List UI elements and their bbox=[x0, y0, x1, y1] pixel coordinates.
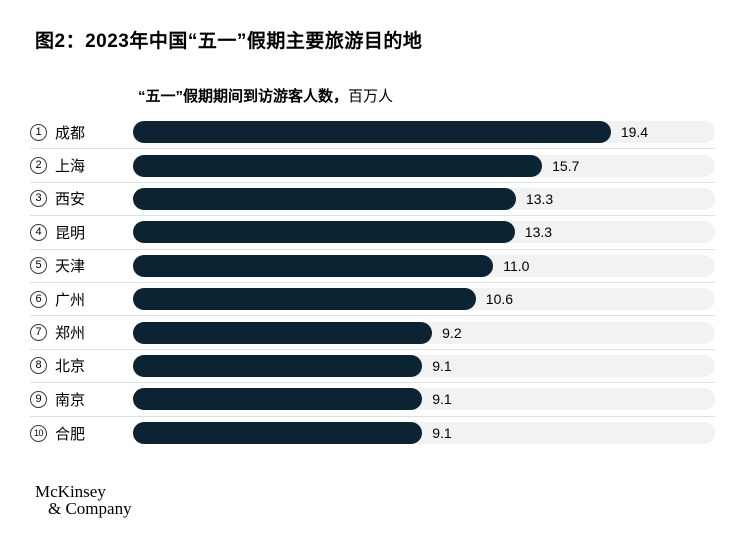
bar bbox=[133, 221, 515, 244]
chart-row: 2 上海 15.7 bbox=[30, 149, 715, 183]
value-label: 19.4 bbox=[620, 124, 649, 141]
rank-badge: 8 bbox=[30, 357, 47, 375]
city-name: 成都 bbox=[55, 125, 86, 142]
bar-track: 9.1 bbox=[133, 422, 715, 445]
axis-unit: 百万人 bbox=[348, 88, 394, 105]
axis-label-text: “五一”假期期间到访游客人数， bbox=[138, 88, 349, 105]
chart-row: 10 合肥 9.1 bbox=[30, 417, 715, 450]
category-label: 3 西安 bbox=[30, 188, 133, 209]
city-name: 上海 bbox=[55, 159, 86, 176]
value-label: 9.1 bbox=[432, 391, 452, 408]
category-label: 10 合肥 bbox=[30, 423, 133, 444]
bar bbox=[133, 321, 433, 344]
bar-track: 13.3 bbox=[133, 221, 715, 244]
bar bbox=[133, 254, 494, 277]
bar-track: 11.0 bbox=[133, 254, 715, 277]
bar-track: 9.1 bbox=[133, 354, 715, 377]
bar bbox=[133, 422, 423, 445]
bar-track: 9.2 bbox=[133, 321, 715, 344]
rank-badge: 7 bbox=[30, 324, 47, 342]
chart-row: 3 西安 13.3 bbox=[30, 183, 715, 217]
bar-track: 9.1 bbox=[133, 388, 715, 411]
axis-label: “五一”假期期间到访游客人数，百万人 bbox=[138, 85, 393, 106]
bar-track: 15.7 bbox=[133, 154, 715, 177]
logo-line-2: & Company bbox=[48, 499, 132, 518]
city-name: 南京 bbox=[55, 392, 86, 409]
rank-badge: 9 bbox=[30, 390, 47, 408]
city-name: 天津 bbox=[55, 259, 86, 276]
value-label: 9.1 bbox=[432, 425, 452, 442]
mckinsey-logo: McKinsey & Company bbox=[35, 483, 132, 517]
city-name: 昆明 bbox=[55, 225, 86, 242]
bar bbox=[133, 388, 423, 411]
rank-badge: 1 bbox=[30, 123, 47, 141]
bar bbox=[133, 354, 423, 377]
chart-row: 8 北京 9.1 bbox=[30, 350, 715, 384]
rank-badge: 6 bbox=[30, 290, 47, 308]
rank-badge: 3 bbox=[30, 190, 47, 208]
category-label: 4 昆明 bbox=[30, 222, 133, 243]
value-label: 15.7 bbox=[552, 157, 580, 174]
value-label: 11.0 bbox=[503, 257, 530, 274]
city-name: 广州 bbox=[55, 292, 86, 309]
bar bbox=[133, 288, 476, 311]
rank-badge: 10 bbox=[30, 424, 47, 442]
category-label: 7 郑州 bbox=[30, 322, 133, 343]
category-label: 6 广州 bbox=[30, 289, 133, 310]
value-label: 10.6 bbox=[485, 291, 514, 308]
chart-row: 4 昆明 13.3 bbox=[30, 216, 715, 250]
figure-title: 图2：2023年中国“五一”假期主要旅游目的地 bbox=[35, 31, 423, 52]
category-label: 8 北京 bbox=[30, 355, 133, 376]
city-name: 合肥 bbox=[55, 426, 86, 443]
chart-row: 1 成都 19.4 bbox=[30, 116, 715, 150]
category-label: 9 南京 bbox=[30, 389, 133, 410]
bar bbox=[133, 187, 516, 210]
city-name: 西安 bbox=[55, 192, 86, 209]
rank-badge: 5 bbox=[30, 257, 47, 275]
logo-line-1: McKinsey bbox=[35, 482, 106, 501]
bar bbox=[133, 121, 611, 144]
bar bbox=[133, 154, 543, 177]
bar-track: 10.6 bbox=[133, 288, 715, 311]
rank-badge: 2 bbox=[30, 157, 47, 175]
category-label: 2 上海 bbox=[30, 155, 133, 176]
value-label: 9.2 bbox=[442, 324, 462, 341]
category-label: 5 天津 bbox=[30, 255, 133, 276]
chart-row: 6 广州 10.6 bbox=[30, 283, 715, 317]
value-label: 13.3 bbox=[525, 190, 554, 207]
bar-chart: 1 成都 19.4 2 上海 15.7 3 西安 13.3 4 昆明 bbox=[30, 116, 715, 450]
value-label: 13.3 bbox=[524, 224, 553, 241]
city-name: 北京 bbox=[55, 359, 86, 376]
chart-row: 9 南京 9.1 bbox=[30, 383, 715, 417]
bar-track: 13.3 bbox=[133, 187, 715, 210]
city-name: 郑州 bbox=[55, 326, 86, 343]
rank-badge: 4 bbox=[30, 223, 47, 241]
bar-track: 19.4 bbox=[133, 121, 715, 144]
chart-row: 7 郑州 9.2 bbox=[30, 316, 715, 350]
value-label: 9.1 bbox=[432, 357, 452, 374]
chart-row: 5 天津 11.0 bbox=[30, 250, 715, 283]
category-label: 1 成都 bbox=[30, 122, 133, 143]
